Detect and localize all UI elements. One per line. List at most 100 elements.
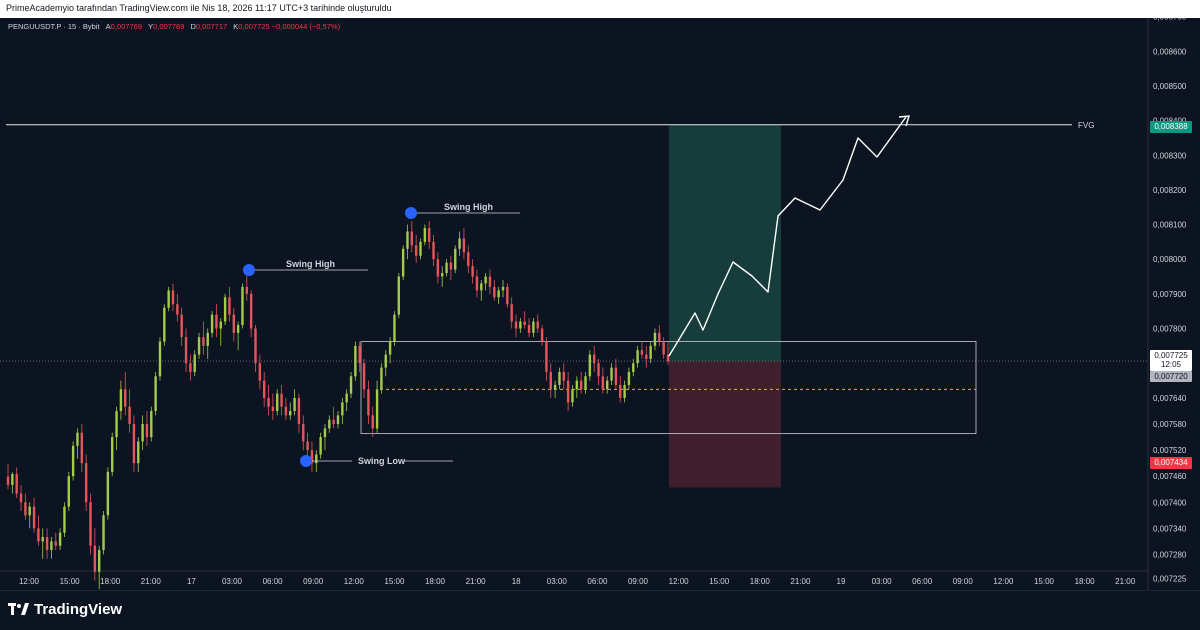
candle-body-113 [497,290,500,298]
candle-body-3 [19,493,23,503]
candle-body-89 [393,314,396,342]
candle-body-87 [384,354,387,368]
y-tick-2: 0,008500 [1153,82,1187,91]
legend-low-label: D [190,22,196,31]
candle-body-90 [397,276,400,315]
tradingview-logo-text: TradingView [34,601,123,618]
fvg-label: FVG [1078,121,1094,130]
y-tick-4: 0,008300 [1153,151,1187,160]
x-tick-15: 09:00 [628,577,649,586]
candle-body-51 [228,297,231,315]
candle-body-52 [232,314,235,333]
x-tick-25: 15:00 [1034,577,1055,586]
candle-body-45 [202,337,205,346]
y-tick-1: 0,008600 [1153,47,1187,56]
candle-body-121 [532,321,535,333]
candle-body-80 [354,345,357,377]
swing-high-1-dot [243,264,255,276]
candle-body-97 [427,228,431,242]
candle-body-116 [510,304,513,322]
candle-body-139 [610,367,613,381]
candle-body-46 [206,332,209,346]
x-tick-23: 09:00 [953,577,974,586]
price-chart[interactable]: 0,0087000,0086000,0085000,0084000,008300… [0,18,1200,590]
candle-body-147 [645,354,648,359]
candle-body-137 [601,376,605,390]
x-tick-20: 19 [837,577,846,586]
x-tick-10: 18:00 [425,577,446,586]
candle-body-125 [549,371,552,390]
x-tick-16: 12:00 [669,577,690,586]
swing-low-dot [300,455,312,467]
candle-body-84 [371,415,374,429]
y-tick-7: 0,008000 [1153,255,1187,264]
swing-high-1-label: Swing High [286,259,335,269]
x-tick-5: 03:00 [222,577,243,586]
plot-area [0,18,1148,571]
footer-bar: TradingView [0,590,1200,630]
candle-body-13 [63,506,66,533]
candle-body-64 [284,406,288,416]
candle-body-83 [367,389,370,416]
candle-body-1 [11,474,14,485]
price-label-2-badge-text-0: 0,007720 [1154,372,1188,381]
fvg-price-badge-bg [1150,121,1192,133]
candle-body-148 [649,345,652,359]
candle-body-24 [111,437,114,472]
swing-low-label: Swing Low [358,456,406,466]
candle-body-70 [310,450,314,464]
candle-body-21 [97,550,101,572]
y-tick-14: 0,007400 [1153,498,1187,507]
candle-body-88 [388,341,392,355]
x-tick-19: 21:00 [790,577,811,586]
candle-body-15 [71,445,75,477]
x-tick-17: 15:00 [709,577,730,586]
candle-body-95 [419,241,422,256]
symbol-legend: PENGUUSDT.P · 15 · Bybit A0,007769 Y0,00… [8,22,340,31]
x-tick-7: 09:00 [303,577,324,586]
y-tick-10: 0,007640 [1153,394,1187,403]
x-tick-3: 21:00 [141,577,162,586]
candle-body-58 [258,363,262,381]
projection-path [668,116,907,357]
candle-body-0 [6,476,10,485]
candle-body-96 [423,228,427,242]
x-tick-9: 15:00 [384,577,405,586]
y-tick-8: 0,007900 [1153,290,1187,299]
candle-body-102 [449,262,453,270]
swing-high-2-dot [405,207,417,219]
candle-body-108 [475,276,479,291]
x-tick-6: 06:00 [263,577,284,586]
candle-body-112 [493,286,496,298]
x-tick-14: 06:00 [587,577,608,586]
candle-body-16 [76,432,79,446]
candle-body-30 [137,441,140,464]
x-tick-2: 18:00 [100,577,121,586]
legend-close-value: 0,007725 [238,22,270,31]
candle-body-130 [571,389,574,403]
candle-body-48 [215,314,218,329]
candle-body-20 [93,545,97,572]
candle-body-12 [58,532,62,546]
candle-body-28 [128,406,131,425]
tradingview-logo[interactable]: TradingView [8,601,122,618]
candle-body-118 [519,321,522,329]
candle-body-9 [45,537,49,551]
candle-body-151 [662,341,665,355]
candle-body-133 [584,376,587,390]
current-price-badge-text-1: 12:05 [1161,360,1182,369]
candle-body-47 [210,314,214,333]
candle-body-41 [184,337,188,364]
candle-body-7 [37,528,40,542]
candle-body-120 [527,325,531,333]
stop-price-badge-bg [1150,457,1192,469]
y-tick-0: 0,008700 [1153,18,1187,22]
candle-body-92 [406,231,409,249]
x-tick-1: 15:00 [60,577,81,586]
candle-body-122 [536,321,539,329]
candle-body-91 [401,248,405,277]
x-tick-18: 18:00 [750,577,771,586]
candle-body-142 [623,384,626,399]
candle-body-143 [627,371,631,385]
candle-body-62 [276,393,279,412]
